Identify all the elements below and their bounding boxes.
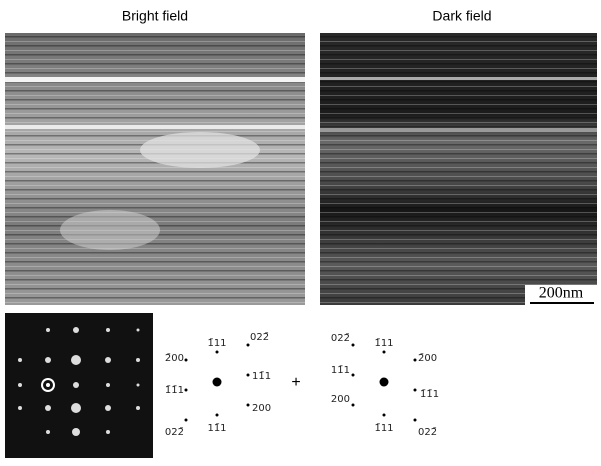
index-label: 022̄ — [250, 332, 269, 343]
index-label: 1̄11 — [374, 423, 393, 434]
index-label: 200 — [331, 394, 350, 405]
dark-field-image — [320, 33, 597, 305]
index-label: 1̄1̄1 — [165, 385, 184, 396]
figure: Bright field Dark field 200nm 1̄11 — [0, 0, 601, 461]
index-label: 022̄ — [331, 333, 350, 344]
index-label: 200 — [252, 403, 271, 414]
index-label: 022̄ — [165, 427, 184, 438]
index-label: 11̄1 — [252, 371, 271, 382]
pattern-a: 1̄11 022̄ 2̄00 11̄1 1̄1̄1 200 022̄ 11̄1 — [165, 332, 271, 438]
scale-bar-label: 200nm — [539, 285, 584, 302]
index-label: 2̄00 — [165, 353, 184, 364]
index-label: 11̄1 — [331, 365, 350, 376]
index-label: 022̄ — [418, 427, 437, 438]
index-label: 1̄1̄1 — [420, 389, 439, 400]
index-label: 1̄11 — [374, 338, 393, 349]
panel-title: Bright field — [122, 8, 188, 24]
bright-field-image — [5, 33, 305, 305]
index-label: 2̄00 — [418, 353, 437, 364]
pattern-b: 022̄ 1̄11 2̄00 11̄1 1̄1̄1 200 1̄11 022̄ — [331, 333, 439, 438]
index-label: 1̄11 — [207, 338, 226, 349]
panel-title: Dark field — [432, 8, 491, 24]
plus-sign: + — [291, 374, 300, 391]
diffraction-pattern — [5, 313, 153, 458]
index-label: 11̄1 — [207, 423, 226, 434]
